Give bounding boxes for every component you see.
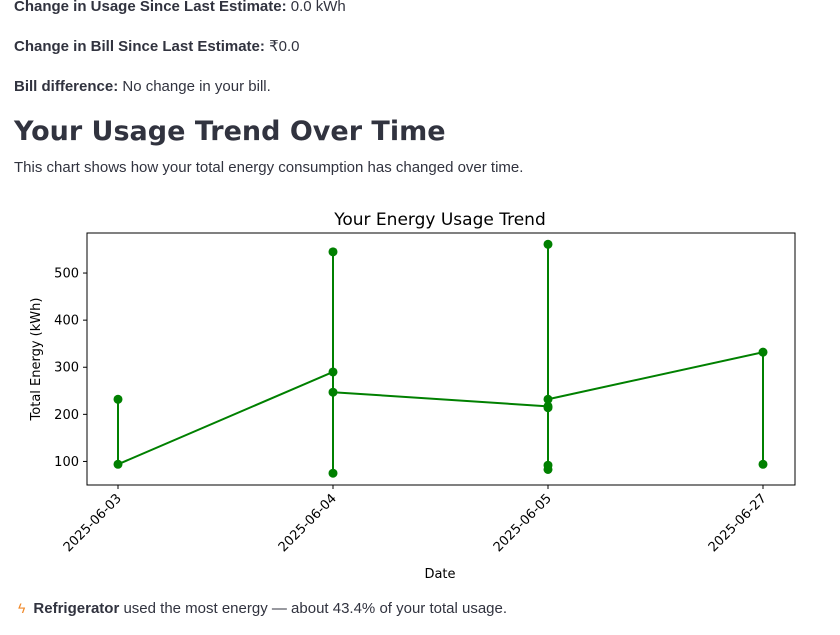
bill-change-stat: Change in Bill Since Last Estimate: ₹0.0 [14, 37, 299, 57]
top-appliance-insight: ϟ Refrigerator used the most energy — abo… [18, 598, 507, 619]
y-tick-label: 400 [54, 314, 79, 329]
data-point [328, 468, 338, 478]
x-tick-label: 2025-06-03 [61, 491, 125, 555]
top-appliance-name: Refrigerator [33, 600, 120, 617]
bill-difference-label: Bill difference: [14, 78, 119, 95]
lightning-icon: ϟ [18, 600, 26, 616]
y-tick-label: 200 [54, 408, 79, 423]
top-appliance-text: used the most energy — about 43.4% of yo… [123, 600, 508, 617]
x-tick-label: 2025-06-04 [276, 491, 340, 555]
bill-difference-stat: Bill difference: No change in your bill. [14, 77, 271, 97]
y-tick-label: 100 [54, 455, 79, 470]
usage-trend-description: This chart shows how your total energy c… [14, 159, 524, 176]
data-point [543, 394, 553, 404]
data-point [328, 247, 338, 257]
usage-change-label: Change in Usage Since Last Estimate: [14, 0, 287, 15]
data-point [543, 460, 553, 470]
y-axis-label: Total Energy (kWh) [29, 298, 44, 422]
data-point [758, 459, 768, 469]
series-line [117, 243, 764, 475]
x-tick-label: 2025-06-05 [491, 491, 555, 555]
data-point [113, 394, 123, 404]
y-tick-label: 500 [54, 267, 79, 282]
x-axis-label: Date [424, 567, 455, 582]
data-point [328, 387, 338, 397]
bill-difference-value: No change in your bill. [122, 78, 271, 95]
usage-trend-heading: Your Usage Trend Over Time [14, 116, 446, 147]
data-point [113, 459, 123, 469]
data-point [543, 239, 553, 249]
data-point [758, 347, 768, 357]
bill-change-label: Change in Bill Since Last Estimate: [14, 38, 265, 55]
data-point [328, 367, 338, 377]
usage-change-stat: Change in Usage Since Last Estimate: 0.0… [14, 0, 346, 17]
chart-plot-frame [86, 232, 796, 486]
chart-title: Your Energy Usage Trend [333, 210, 546, 230]
y-tick-label: 300 [54, 361, 79, 376]
x-tick-label: 2025-06-27 [706, 491, 770, 555]
data-point [543, 403, 553, 413]
energy-trend-chart: Your Energy Usage Trend 100 200 300 400 500 2… [29, 210, 796, 582]
bill-change-value: ₹0.0 [269, 38, 300, 55]
usage-change-value: 0.0 kWh [290, 0, 346, 15]
